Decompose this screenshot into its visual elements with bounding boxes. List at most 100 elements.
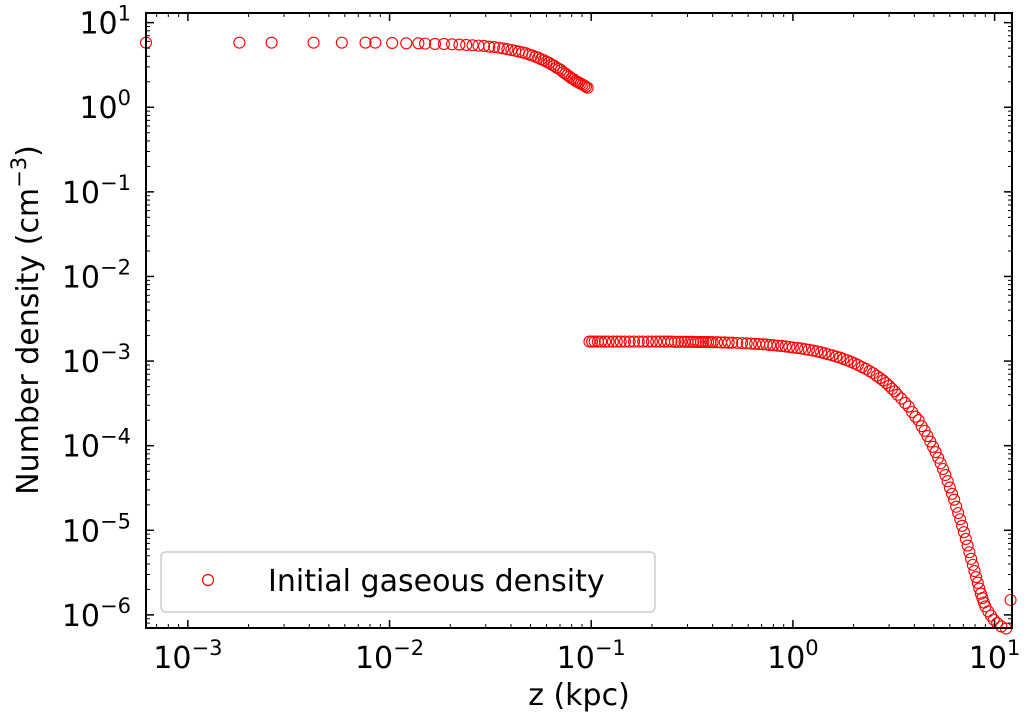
data-point [783, 340, 796, 353]
data-point [675, 335, 688, 348]
data-point [744, 337, 758, 350]
y-axis-title-close: ) [11, 145, 46, 157]
data-point [623, 335, 636, 348]
x-tick-label: 10−3 [153, 636, 222, 676]
legend-label: Initial gaseous density [268, 564, 605, 599]
data-point [265, 36, 278, 49]
data-point [950, 500, 963, 513]
data-point [912, 414, 925, 427]
y-tick-label: 10−3 [62, 340, 131, 380]
data-point [706, 336, 719, 349]
data-point [984, 609, 998, 622]
data-point [740, 337, 753, 350]
data-point [891, 388, 904, 401]
x-tick-label: 101 [969, 636, 1021, 676]
data-point [987, 613, 1000, 626]
data-point [483, 40, 496, 53]
data-point [412, 37, 425, 50]
data-point [445, 38, 459, 51]
data-point [799, 343, 812, 356]
data-point [811, 345, 824, 358]
data-point [689, 335, 702, 349]
data-point [959, 532, 972, 545]
data-point [936, 462, 950, 476]
y-tick-label: 10−6 [62, 594, 131, 634]
data-point [954, 513, 967, 526]
data-point [602, 335, 615, 348]
data-point [477, 39, 491, 53]
x-axis: 10−3 10−2 10−1 100 101 [153, 13, 1020, 676]
data-point [428, 37, 442, 50]
data-point [952, 506, 965, 520]
data-point [1004, 593, 1017, 607]
data-point [581, 81, 594, 94]
data-point [610, 335, 623, 348]
legend-marker [201, 573, 215, 587]
data-point [606, 335, 619, 348]
data-point [460, 38, 473, 51]
data-point [802, 343, 815, 356]
data-point [736, 337, 749, 350]
data-point [307, 36, 320, 49]
data-point [970, 571, 983, 584]
data-point [665, 335, 678, 348]
data-point [963, 546, 976, 559]
data-point [929, 446, 942, 459]
data-point [595, 335, 608, 348]
y-tick-label: 100 [79, 86, 131, 126]
data-point [945, 487, 959, 500]
data-point [632, 335, 645, 348]
data-point [932, 451, 945, 464]
data-point [552, 62, 565, 75]
data-point [598, 335, 612, 348]
data-point [637, 335, 650, 348]
data-point [335, 36, 348, 49]
data-point [961, 539, 974, 552]
data-point [359, 36, 372, 49]
data-point [661, 335, 674, 348]
x-tick-label: 100 [767, 636, 819, 676]
data-point [419, 37, 432, 50]
data-point [532, 51, 545, 64]
data-point [557, 66, 570, 79]
y-tick-label: 10−2 [62, 255, 131, 295]
data-point [497, 42, 510, 55]
data-point [943, 481, 956, 494]
y-axis-title-base: Number density (cm [11, 188, 46, 495]
x-axis-title: z (kpc) [528, 678, 630, 713]
data-point [583, 335, 596, 348]
data-point [586, 335, 599, 348]
data-point [492, 41, 505, 54]
data-point [956, 519, 969, 532]
data-point [971, 576, 984, 589]
data-point [501, 43, 514, 56]
data-point [668, 335, 681, 348]
y-tick-label: 10−1 [62, 171, 131, 211]
data-point [895, 392, 908, 405]
data-point [965, 552, 978, 565]
data-point [870, 369, 883, 382]
data-point [968, 564, 981, 578]
data-point [767, 339, 780, 352]
data-point [921, 429, 934, 443]
x-tick-label: 10−1 [557, 636, 626, 676]
data-point [718, 336, 731, 349]
data-point [939, 468, 952, 482]
data-point [726, 336, 739, 349]
data-point [888, 385, 901, 398]
data-point [588, 335, 601, 348]
data-point [559, 67, 572, 80]
y-axis-title: Number density (cm−3) [7, 145, 46, 495]
data-point [859, 362, 872, 375]
data-point [957, 526, 971, 539]
data-point [641, 335, 654, 348]
legend-box [160, 551, 656, 613]
data-point [763, 338, 777, 352]
data-point [645, 335, 658, 348]
y-tick-label: 101 [79, 2, 131, 42]
data-point [488, 40, 501, 54]
data-point [795, 342, 808, 355]
data-point [771, 339, 784, 352]
data-point [453, 38, 466, 51]
y-axis-title-exponent: −3 [7, 157, 31, 188]
